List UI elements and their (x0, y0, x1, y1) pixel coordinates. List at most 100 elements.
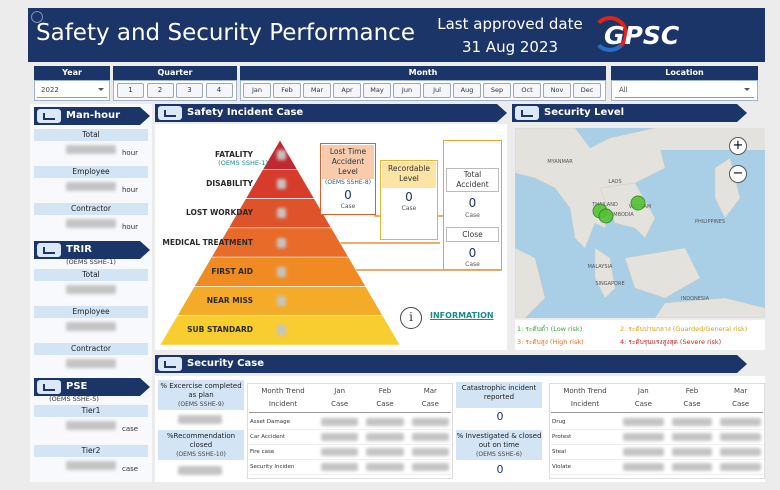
section-header (155, 355, 747, 373)
info-link[interactable]: INFORMATION (430, 311, 494, 320)
box-unit: Case (465, 261, 480, 268)
masked-value (321, 463, 359, 471)
legend-item: 3: ระดับสูง (High risk) (517, 338, 584, 346)
month-button[interactable]: Dec (573, 83, 601, 98)
back-icon (31, 11, 43, 23)
box-unit: Case (340, 203, 356, 210)
map-label: SINGAPORE (595, 281, 624, 287)
box-unit: Case (401, 205, 417, 212)
row-label: Employee (34, 306, 148, 318)
box-title: Recordable Level (382, 162, 436, 188)
masked-value (623, 463, 664, 471)
month-button[interactable]: Mar (303, 83, 331, 98)
masked-value (366, 433, 404, 441)
table-header: Jan (637, 387, 649, 395)
table-header: Month Trend (261, 387, 305, 395)
map: MYANMARLAOSTHAILANDVIETNAMCAMBODIAPHILIP… (515, 128, 765, 318)
quarter-button[interactable]: 2 (146, 83, 174, 98)
map-label: LAOS (608, 179, 621, 185)
map-label: CAMBODIA (606, 212, 634, 218)
outer-box (443, 140, 502, 270)
month-button[interactable]: Jun (393, 83, 421, 98)
month-button[interactable]: Sep (483, 83, 511, 98)
month-button[interactable]: Jul (423, 83, 451, 98)
caret (744, 88, 750, 94)
row-label: Total (34, 269, 148, 281)
card: % Investigated & closed out on time (456, 430, 542, 460)
section-title: Safety Incident Case (187, 107, 304, 118)
quarter-button[interactable]: 1 (117, 83, 144, 98)
box-title: Lost Time Accident Level (322, 145, 374, 179)
level-label: NEAR MISS (206, 296, 253, 306)
row-label: Violate (552, 464, 571, 470)
masked-value (277, 208, 286, 219)
dropdown[interactable]: 2022 (37, 83, 107, 98)
masked-value (720, 433, 761, 441)
row-rule (249, 429, 451, 430)
code: (OEMS SSHE-5) (49, 395, 99, 403)
masked-value (411, 433, 449, 441)
filter-body (34, 80, 110, 101)
table-header: Case (683, 400, 701, 408)
section-header (512, 104, 747, 122)
month-button[interactable]: May (363, 83, 391, 98)
legend-box (515, 320, 765, 350)
masked-value (411, 448, 449, 456)
month-button[interactable]: Oct (513, 83, 541, 98)
row-rule (551, 444, 763, 445)
masked-value (66, 145, 116, 154)
table-header: Mar (423, 387, 437, 395)
rule (551, 412, 763, 413)
dropdown[interactable]: All (615, 83, 754, 98)
info-icon: i (400, 307, 422, 329)
map-label: PHILIPPINES (695, 219, 725, 225)
level-label: DISABILITY (206, 178, 253, 188)
row-label: Protest (552, 434, 572, 440)
box-title: Close (446, 227, 499, 242)
month-button[interactable]: Jan (243, 83, 271, 98)
masked-value (277, 266, 286, 277)
filter-header: Quarter (113, 66, 237, 80)
masked-value (623, 433, 664, 441)
masked-value (66, 461, 116, 470)
land (624, 247, 701, 299)
month-button[interactable]: Apr (333, 83, 361, 98)
masked-value (277, 149, 286, 160)
section-icon-bars (164, 110, 176, 117)
filter-header: Location (611, 66, 758, 80)
map-label: INDONESIA (681, 296, 710, 302)
masked-value (623, 448, 664, 456)
quarter-button[interactable]: 4 (205, 83, 233, 98)
section-title: PSE (66, 381, 88, 392)
masked-value (277, 296, 286, 307)
row-rule (249, 474, 451, 475)
masked-value (411, 418, 449, 426)
masked-value (366, 448, 404, 456)
approved-label: Last approved date (437, 15, 583, 33)
code: (OEMS SSHE-1) (218, 159, 268, 167)
section-header (34, 241, 150, 259)
table-header: Incident (570, 400, 600, 408)
legend-item: 2: ระดับปานกลาง (Guarded/General risk) (620, 325, 748, 333)
unit: hour (122, 223, 139, 231)
masked-value (411, 463, 449, 471)
month-button[interactable]: Feb (273, 83, 301, 98)
level-label: SUB STANDARD (187, 325, 253, 335)
section-title: Security Case (187, 358, 264, 369)
box-value: 0 (468, 196, 477, 210)
masked-value (277, 237, 286, 248)
quarter-button[interactable]: 3 (176, 83, 203, 98)
location-marker (598, 208, 614, 224)
masked-value (66, 322, 116, 331)
box-value: 0 (496, 410, 504, 423)
month-button[interactable]: Aug (453, 83, 481, 98)
row-label: Tier2 (34, 445, 148, 457)
land (654, 297, 765, 318)
level-label: FIRST AID (211, 266, 253, 276)
zoom-in[interactable]: + (729, 137, 747, 155)
masked-value (671, 448, 713, 456)
zoom-out[interactable]: − (729, 165, 747, 183)
masked-value (720, 448, 761, 456)
unit: case (122, 465, 139, 473)
month-button[interactable]: Nov (543, 83, 571, 98)
